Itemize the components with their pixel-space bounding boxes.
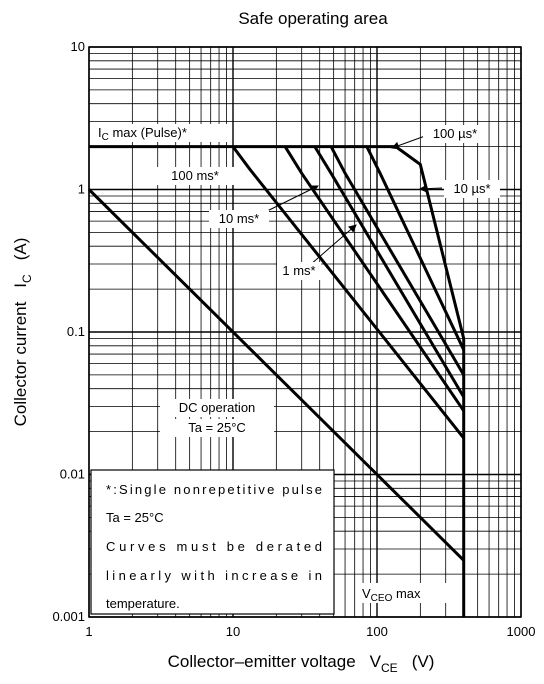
soa-curve (394, 145, 466, 339)
plot-border (88, 46, 522, 618)
label-1ms: 1 ms* (282, 263, 315, 278)
leader-arrow (391, 135, 426, 150)
label-10ms: 10 ms* (219, 211, 259, 226)
x-axis-label: Collector–emitter voltage VCE (V) (168, 652, 435, 675)
x-tick-label: 1 (85, 624, 92, 639)
x-tick-label: 1000 (507, 624, 536, 639)
axis-tick-labels: 1 10 100 1000 0.001 0.01 0.1 1 10 (52, 39, 535, 639)
soa-curve (283, 145, 465, 412)
label-1ms-bg (277, 262, 321, 280)
ic-max-label: IC max (Pulse)* (98, 125, 187, 143)
label-10us-bg (444, 180, 500, 198)
derating-note: *:Single nonrepetitive pulse Ta = 25°C Cur… (90, 469, 335, 615)
soa-curve (329, 145, 465, 376)
y-axis-label: Collector currentIC(A) (11, 238, 34, 427)
label-10ms-bg (209, 210, 269, 228)
note-line: temperature. (106, 596, 180, 611)
label-dc-ta-bg (160, 419, 274, 437)
label-dc-operation: DC operation (179, 400, 256, 415)
vceo-max-label: VCEO max (362, 586, 421, 604)
soa-curve (87, 188, 465, 562)
label-100ms: 100 ms* (171, 168, 219, 183)
note-box (90, 469, 335, 615)
note-line: Curves must be derated (106, 539, 322, 554)
chart-title: Safe operating area (238, 9, 388, 28)
y-tick-label: 0.1 (67, 324, 85, 339)
soa-curve (313, 145, 465, 398)
note-line: *:Single nonrepetitive pulse (106, 482, 322, 497)
soa-curve (365, 145, 466, 351)
y-tick-label: 0.001 (52, 609, 85, 624)
soa-curves (87, 145, 466, 617)
leader-arrow (309, 224, 357, 266)
label-dc-operation-bg (160, 399, 274, 417)
label-dc-ta: Ta = 25°C (188, 420, 246, 435)
x-tick-label: 10 (226, 624, 240, 639)
label-100ms-bg (149, 167, 241, 185)
y-tick-label: 0.01 (60, 467, 85, 482)
y-tick-label: 1 (78, 182, 85, 197)
curve-labels: IC max (Pulse)* 100 ms* 10 ms* 1 ms* 100 µs*… (94, 124, 500, 604)
label-100us-bg (423, 125, 487, 143)
leader-arrow (419, 184, 443, 193)
vceo-max-label-bg (358, 583, 456, 603)
label-10us: 10 µs* (453, 181, 490, 196)
soa-curve (231, 145, 465, 440)
note-line: Ta = 25°C (106, 510, 164, 525)
ic-max-label-bg (94, 124, 232, 142)
x-tick-label: 100 (366, 624, 388, 639)
y-tick-label: 10 (71, 39, 85, 54)
label-100us: 100 µs* (433, 126, 477, 141)
